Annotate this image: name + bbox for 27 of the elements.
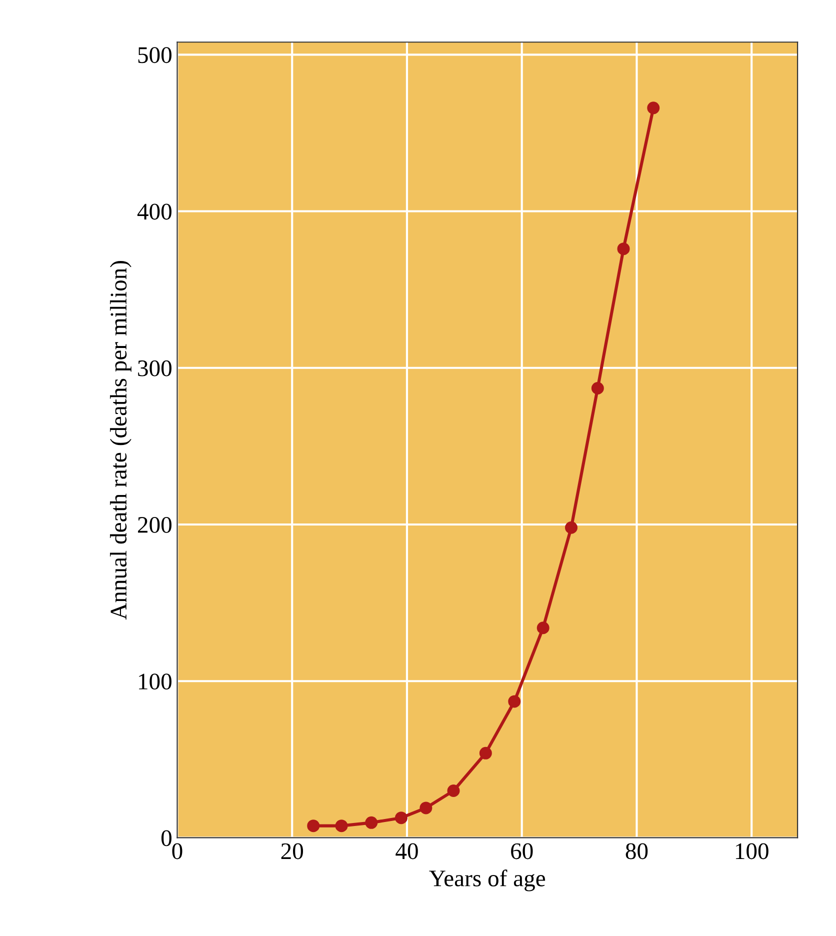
- y-axis-title: Annual death rate (deaths per million): [110, 260, 132, 620]
- point: [564, 521, 578, 534]
- point: [335, 820, 348, 832]
- x-axis-title: Years of age: [429, 870, 546, 892]
- point: [365, 816, 378, 829]
- x-tick-label: 0: [172, 843, 182, 860]
- x-tick-label: 80: [626, 843, 648, 860]
- x-tick-label: 20: [281, 843, 304, 860]
- point: [307, 820, 320, 832]
- y-tick-label: 100: [139, 674, 172, 690]
- point: [591, 382, 604, 394]
- point: [536, 622, 550, 634]
- x-tick-label: 100: [736, 843, 768, 860]
- point: [617, 242, 630, 256]
- y-tick-label: 400: [137, 204, 172, 220]
- point: [420, 802, 432, 814]
- point: [479, 746, 492, 760]
- y-tick-label: 500: [138, 47, 172, 64]
- x-tick-label: 60: [511, 843, 533, 860]
- y-tick-label: 300: [138, 360, 172, 376]
- y-tick-label: 200: [138, 516, 172, 533]
- point: [447, 784, 460, 797]
- point: [508, 695, 521, 708]
- point: [394, 812, 408, 824]
- y-tick-label: 0: [161, 830, 172, 846]
- point: [647, 102, 660, 114]
- x-tick-label: 40: [396, 843, 418, 860]
